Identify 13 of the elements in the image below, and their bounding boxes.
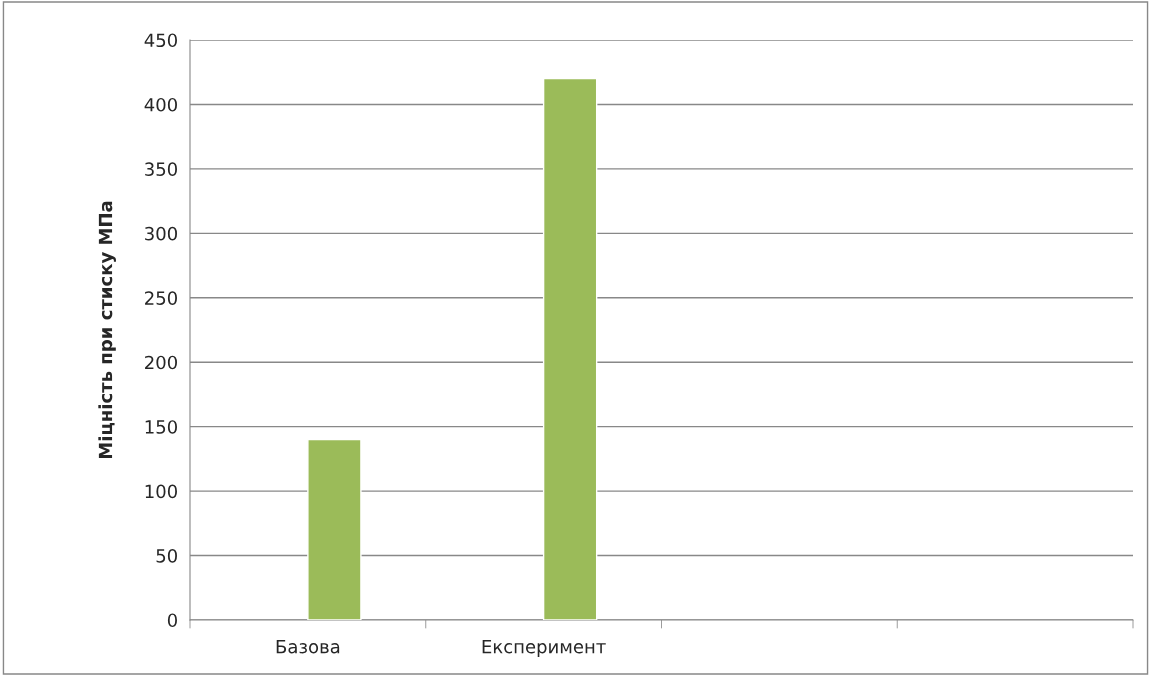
x-tick-label: Базова bbox=[276, 640, 340, 654]
y-tick-label: 250 bbox=[145, 291, 177, 305]
y-tick-label: 150 bbox=[145, 420, 177, 434]
y-tick-label: 0 bbox=[167, 613, 177, 628]
y-tick-label: 300 bbox=[145, 226, 177, 241]
y-tick-label: 200 bbox=[145, 355, 177, 370]
y-tick-label: 400 bbox=[144, 97, 177, 112]
x-tick-label: Експеримент bbox=[482, 640, 606, 657]
y-tick-label: 350 bbox=[145, 162, 177, 177]
y-tick-label: 450 bbox=[144, 33, 177, 48]
y-tick-label: 50 bbox=[156, 549, 177, 563]
y-tick-label: 100 bbox=[145, 484, 177, 499]
y-axis-title: Міцність при стиску МПа bbox=[98, 201, 116, 459]
